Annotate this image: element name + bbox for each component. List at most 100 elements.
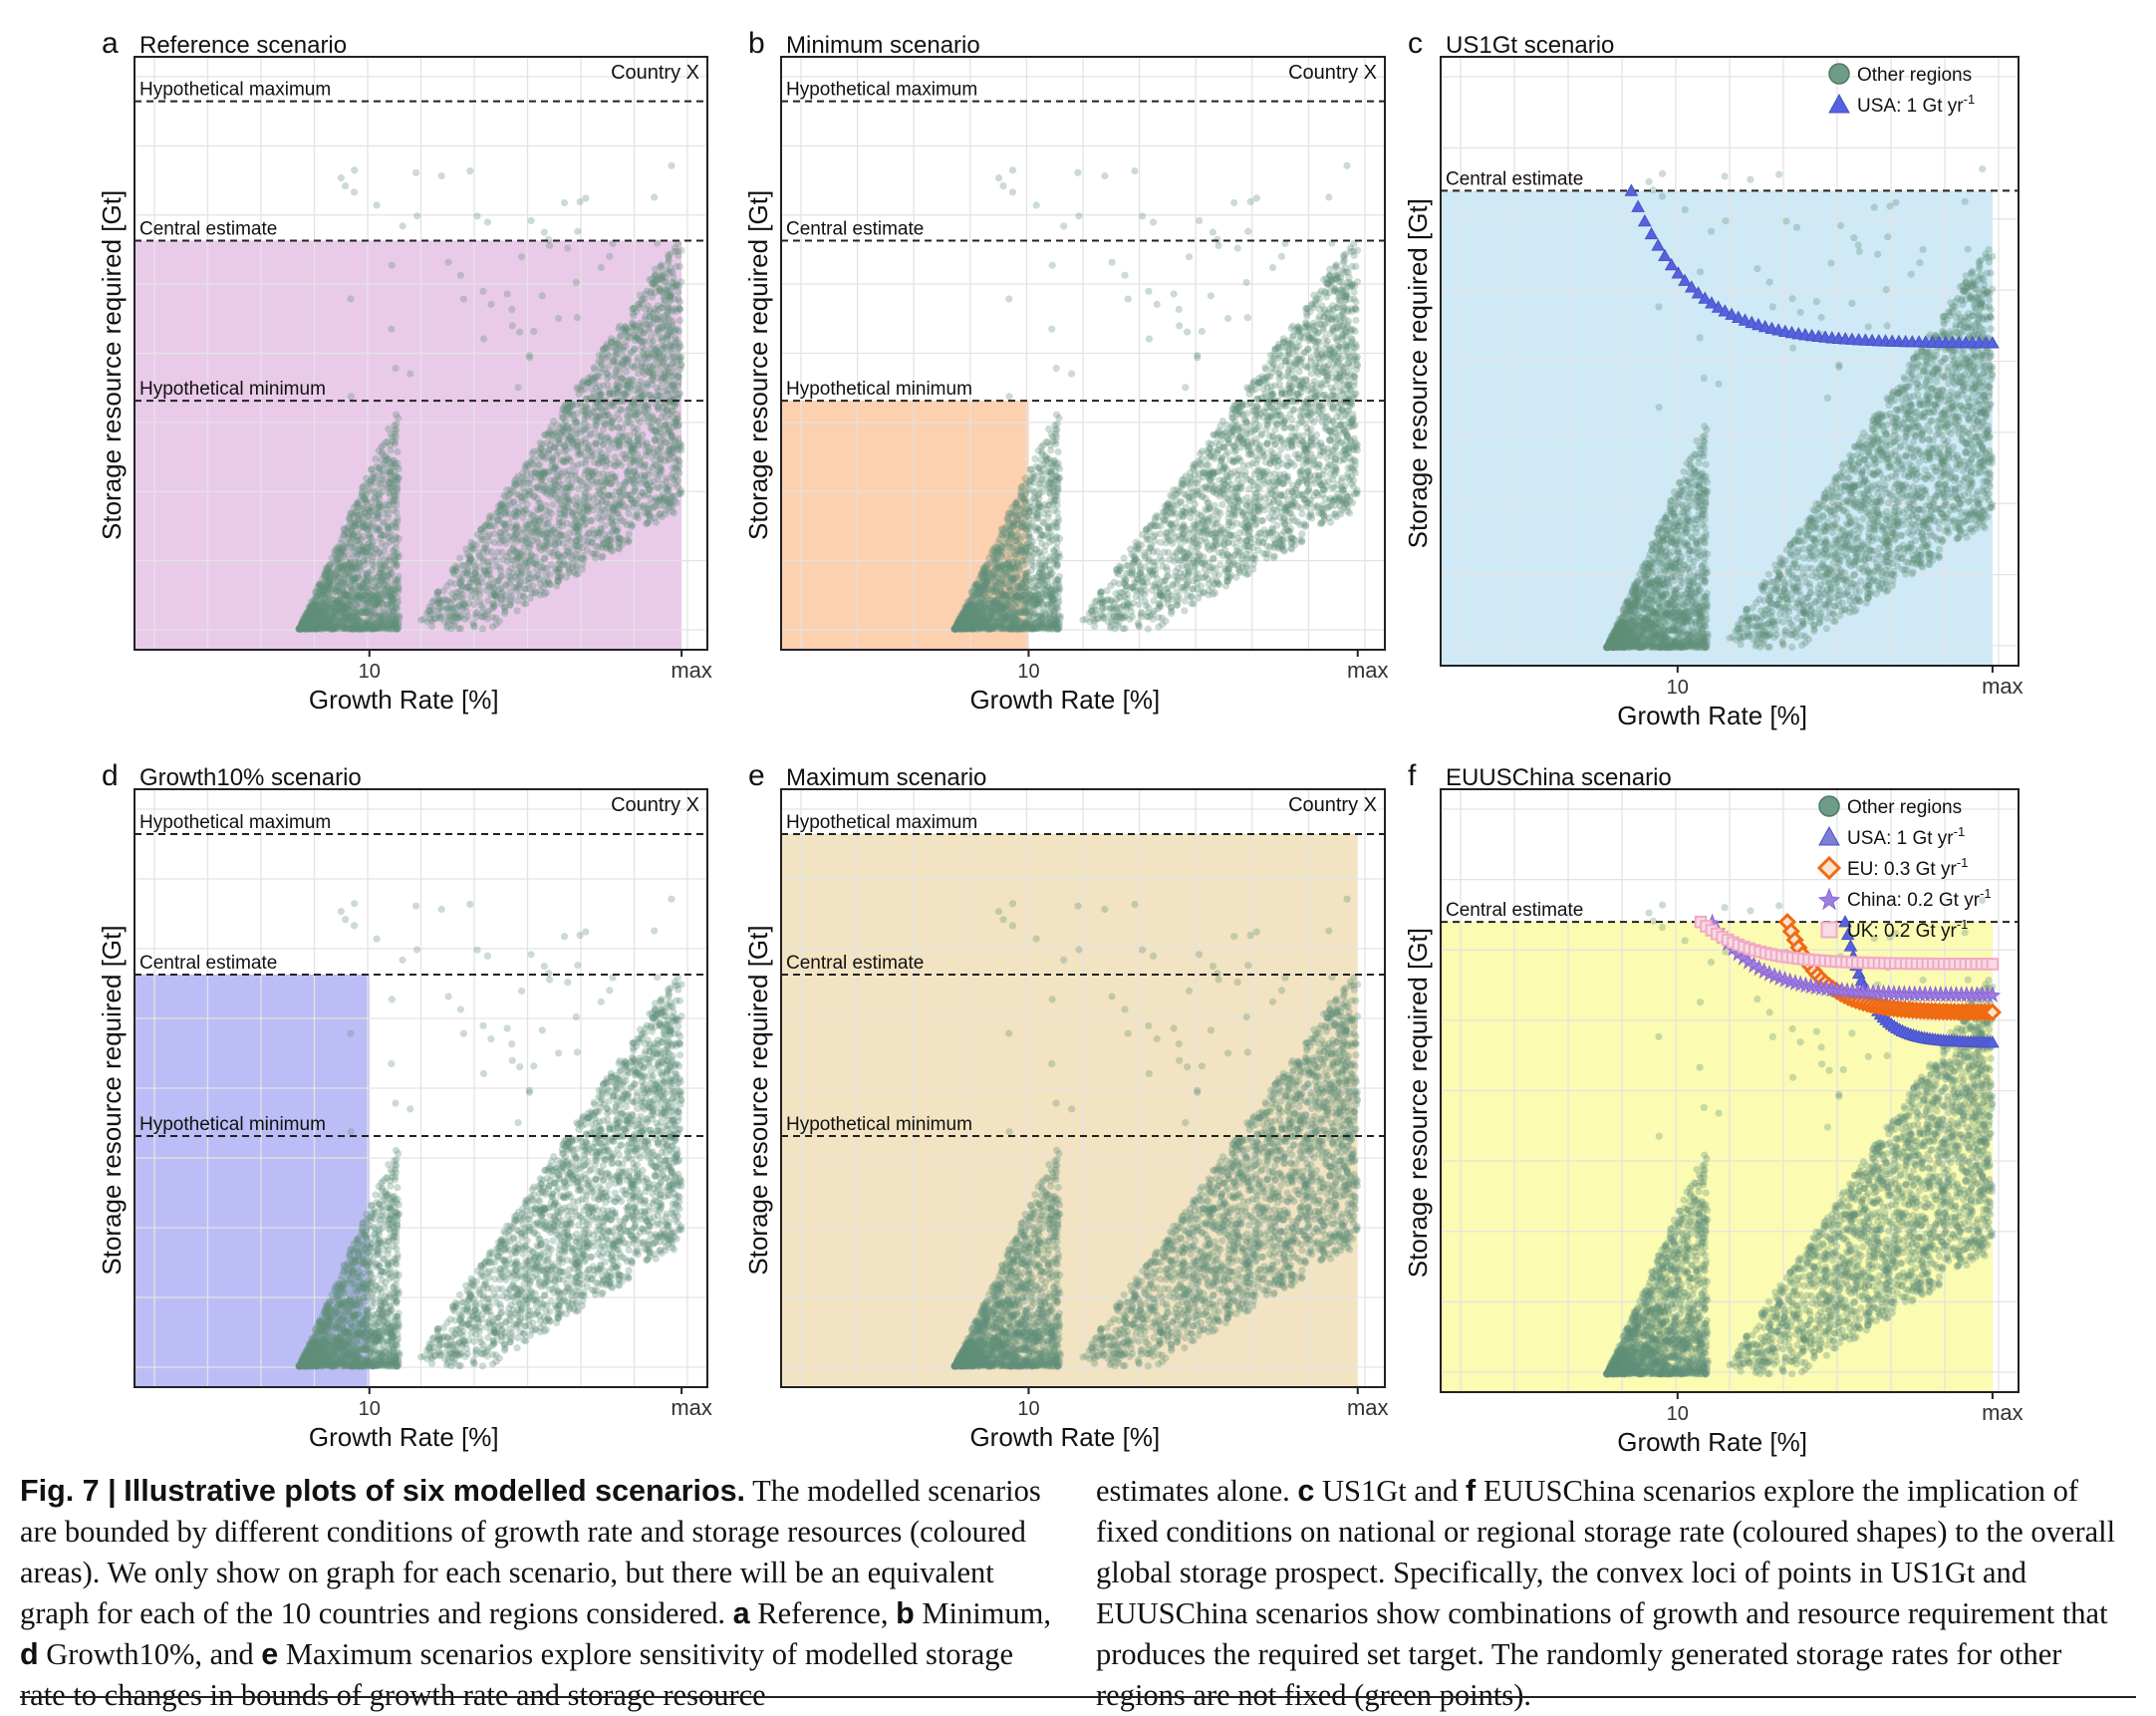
scatter-point <box>529 560 536 567</box>
scatter-point <box>628 448 635 455</box>
scatter-point <box>595 373 602 380</box>
scatter-point <box>664 487 671 494</box>
scatter-point <box>559 492 566 499</box>
scatter-point <box>377 468 384 475</box>
scatter-point <box>641 371 648 378</box>
scatter-point <box>494 516 501 523</box>
scatter-point <box>516 562 523 569</box>
scatter-point <box>514 607 521 614</box>
scatter-point <box>325 620 332 627</box>
scatter-point <box>351 166 358 173</box>
scatter-point <box>360 596 367 603</box>
scatter-point <box>347 295 354 302</box>
scatter-point <box>563 574 570 581</box>
scatter-point <box>578 440 585 447</box>
scatter-point <box>542 538 549 545</box>
scatter-point <box>374 546 381 553</box>
scatter-point <box>559 522 566 529</box>
scatter-point <box>524 548 531 555</box>
scatter-point <box>609 440 616 447</box>
scatter-point <box>514 384 521 391</box>
scatter-point <box>670 407 676 414</box>
scatter-point <box>647 321 654 328</box>
scatter-point <box>394 601 401 608</box>
scatter-point <box>455 614 462 621</box>
scatter-point <box>604 350 611 357</box>
panel-title: Reference scenario <box>139 32 347 59</box>
scatter-point <box>616 425 623 431</box>
scatter-point <box>660 436 667 443</box>
scatter-point <box>661 494 668 501</box>
scatter-point <box>369 466 376 473</box>
scatter-point <box>495 509 502 516</box>
scatter-point <box>644 288 651 295</box>
scatter-point <box>536 542 543 549</box>
scatter-point <box>624 385 631 392</box>
scatter-point <box>484 533 491 540</box>
scatter-point <box>524 500 531 507</box>
scatter-point <box>658 364 665 371</box>
scatter-point <box>507 598 514 605</box>
scatter-point <box>381 590 388 597</box>
scatter-point <box>593 384 600 391</box>
scatter-point <box>394 485 401 492</box>
scatter-point <box>1053 412 1060 419</box>
scatter-point <box>385 514 392 521</box>
scatter-point <box>479 288 486 295</box>
scatter-point <box>674 499 680 506</box>
scatter-point <box>533 535 540 542</box>
scatter-point <box>637 492 644 499</box>
scatter-point <box>609 403 616 410</box>
scatter-point <box>445 259 452 266</box>
scatter-point <box>312 603 319 610</box>
scatter-point <box>392 440 399 447</box>
scatter-point <box>636 301 643 308</box>
scatter-point <box>344 540 351 547</box>
scatter-point <box>562 551 569 558</box>
scatter-point <box>376 503 383 510</box>
scatter-point <box>471 562 478 569</box>
scatter-point <box>446 613 453 620</box>
scatter-point <box>456 601 463 608</box>
scatter-point <box>412 169 419 176</box>
scatter-point <box>608 335 615 342</box>
scatter-point <box>651 503 658 510</box>
scatter-point <box>658 370 665 377</box>
scatter-point <box>516 329 523 336</box>
scatter-point <box>652 436 659 443</box>
scatter-point <box>394 576 401 583</box>
reference-line-label: Hypothetical maximum <box>139 80 331 101</box>
scatter-point <box>323 583 330 590</box>
scatter-point <box>508 306 515 313</box>
scatter-point <box>364 574 371 581</box>
scatter-point <box>662 502 669 509</box>
scatter-point <box>520 514 527 521</box>
scatter-point <box>635 370 642 377</box>
scatter-point <box>391 519 398 526</box>
scatter-point <box>385 426 392 432</box>
scatter-point <box>393 545 400 552</box>
scatter-point <box>513 524 520 531</box>
scatter-point <box>591 364 598 371</box>
scatter-point <box>564 245 571 252</box>
scatter-point <box>654 497 661 504</box>
scatter-point <box>477 554 484 561</box>
scatter-point <box>549 484 556 491</box>
scatter-point <box>459 595 466 602</box>
scatter-point <box>515 535 522 542</box>
scatter-point <box>355 533 362 540</box>
scatter-point <box>380 574 387 581</box>
scatter-point <box>429 598 436 605</box>
scatter-point <box>642 316 649 323</box>
scatter-point <box>391 422 398 429</box>
scatter-point <box>546 549 553 556</box>
scatter-point <box>541 555 548 562</box>
scatter-point <box>355 498 362 505</box>
scatter-point <box>655 476 662 483</box>
scatter-point <box>542 431 549 438</box>
scatter-point <box>353 612 360 619</box>
scatter-point <box>641 346 648 353</box>
scatter-point <box>564 562 571 569</box>
